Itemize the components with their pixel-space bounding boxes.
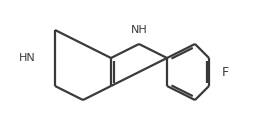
Text: F: F xyxy=(222,66,229,78)
Text: HN: HN xyxy=(19,53,35,63)
Text: NH: NH xyxy=(131,25,147,35)
